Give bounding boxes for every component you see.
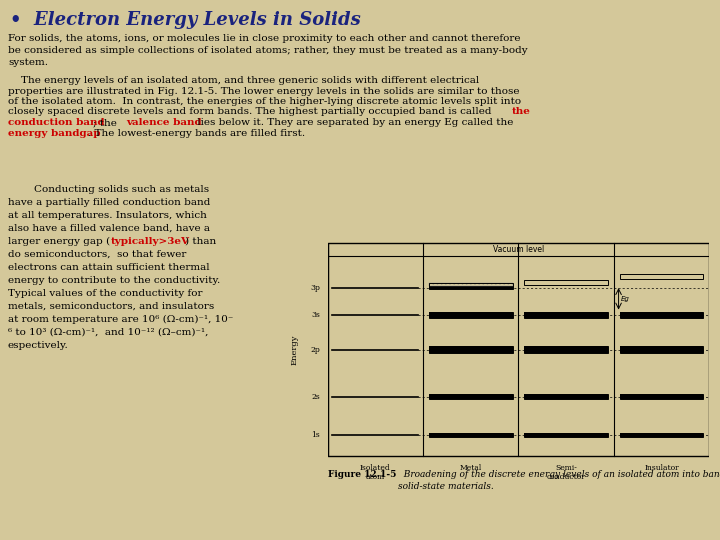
Bar <box>524 346 608 354</box>
Text: electrons can attain sufficient thermal: electrons can attain sufficient thermal <box>8 263 210 272</box>
Bar <box>619 313 703 319</box>
Text: metals, semiconductors, and insulators: metals, semiconductors, and insulators <box>8 302 215 311</box>
Bar <box>619 346 703 354</box>
Text: energy to contribute to the conductivity.: energy to contribute to the conductivity… <box>8 276 220 285</box>
Text: Semi-
conductor: Semi- conductor <box>546 464 585 481</box>
Text: lies below it. They are separated by an energy Eg called the: lies below it. They are separated by an … <box>194 118 513 127</box>
Text: Figure 12.1-5: Figure 12.1-5 <box>328 470 396 479</box>
Text: Insulator: Insulator <box>644 464 679 472</box>
Bar <box>428 346 513 354</box>
Bar <box>619 433 703 437</box>
Text: at room temperature are 10⁶ (Ω-cm)⁻¹, 10⁻: at room temperature are 10⁶ (Ω-cm)⁻¹, 10… <box>8 315 233 324</box>
Text: Conducting solids such as metals: Conducting solids such as metals <box>8 185 209 194</box>
Text: 2s: 2s <box>311 393 320 401</box>
Bar <box>524 433 608 437</box>
Bar <box>524 346 608 354</box>
Bar <box>524 394 608 400</box>
Text: do semiconductors,  so that fewer: do semiconductors, so that fewer <box>8 250 186 259</box>
Bar <box>619 274 703 279</box>
Bar <box>428 313 513 319</box>
Text: 3p: 3p <box>310 284 320 292</box>
Text: Metal: Metal <box>459 464 482 472</box>
Text: Energy: Energy <box>290 334 298 365</box>
Bar <box>428 346 513 354</box>
Text: For solids, the atoms, ions, or molecules lie in close proximity to each other a: For solids, the atoms, ions, or molecule… <box>8 34 528 67</box>
Bar <box>428 282 513 286</box>
Text: ) than: ) than <box>185 237 216 246</box>
Bar <box>428 394 513 400</box>
Text: 3s: 3s <box>311 312 320 320</box>
Text: Typical values of the conductivity for: Typical values of the conductivity for <box>8 289 202 298</box>
Bar <box>524 313 608 319</box>
Text: ⁶ to 10³ (Ω-cm)⁻¹,  and 10⁻¹² (Ω–cm)⁻¹,: ⁶ to 10³ (Ω-cm)⁻¹, and 10⁻¹² (Ω–cm)⁻¹, <box>8 328 208 337</box>
Text: properties are illustrated in Fig. 12.1-5. The lower energy levels in the solids: properties are illustrated in Fig. 12.1-… <box>8 86 520 96</box>
Bar <box>619 346 703 354</box>
Bar <box>619 394 703 400</box>
Text: larger energy gap (: larger energy gap ( <box>8 237 110 246</box>
Bar <box>619 394 703 400</box>
Text: •  Electron Energy Levels in Solids: • Electron Energy Levels in Solids <box>10 11 361 29</box>
Text: energy bandgap: energy bandgap <box>8 129 101 138</box>
Bar <box>524 313 608 319</box>
Text: Isolated
atom: Isolated atom <box>360 464 391 481</box>
Text: The energy levels of an isolated atom, and three generic solids with different e: The energy levels of an isolated atom, a… <box>8 76 480 85</box>
Text: typically>3eV: typically>3eV <box>111 237 190 246</box>
Bar <box>619 433 703 437</box>
Text: closely spaced discrete levels and form bands. The highest partially occupied ba: closely spaced discrete levels and form … <box>8 107 495 117</box>
Text: of the isolated atom.  In contrast, the energies of the higher-lying discrete at: of the isolated atom. In contrast, the e… <box>8 97 521 106</box>
Text: Vacuum level: Vacuum level <box>492 245 544 254</box>
Text: 1s: 1s <box>311 431 320 439</box>
Text: Broadening of the discrete energy levels of an isolated atom into bands for
soli: Broadening of the discrete energy levels… <box>398 470 720 491</box>
Bar <box>428 394 513 400</box>
Bar <box>428 286 513 289</box>
Bar <box>428 282 513 289</box>
Text: 2p: 2p <box>310 346 320 354</box>
Text: valence band: valence band <box>126 118 202 127</box>
Bar <box>428 313 513 319</box>
Bar <box>428 433 513 437</box>
Text: conduction band: conduction band <box>8 118 104 127</box>
Text: . The lowest-energy bands are filled first.: . The lowest-energy bands are filled fir… <box>88 129 305 138</box>
Text: ; the: ; the <box>94 118 120 127</box>
Bar <box>524 433 608 437</box>
Text: have a partially filled conduction band: have a partially filled conduction band <box>8 198 210 207</box>
Bar <box>524 280 608 285</box>
Text: at all temperatures. Insulators, which: at all temperatures. Insulators, which <box>8 211 207 220</box>
Bar <box>428 433 513 437</box>
Bar <box>524 394 608 400</box>
Bar <box>619 313 703 319</box>
Text: the: the <box>512 107 531 117</box>
Text: Eg: Eg <box>621 296 629 302</box>
Text: espectively.: espectively. <box>8 341 68 350</box>
Text: also have a filled valence band, have a: also have a filled valence band, have a <box>8 224 210 233</box>
